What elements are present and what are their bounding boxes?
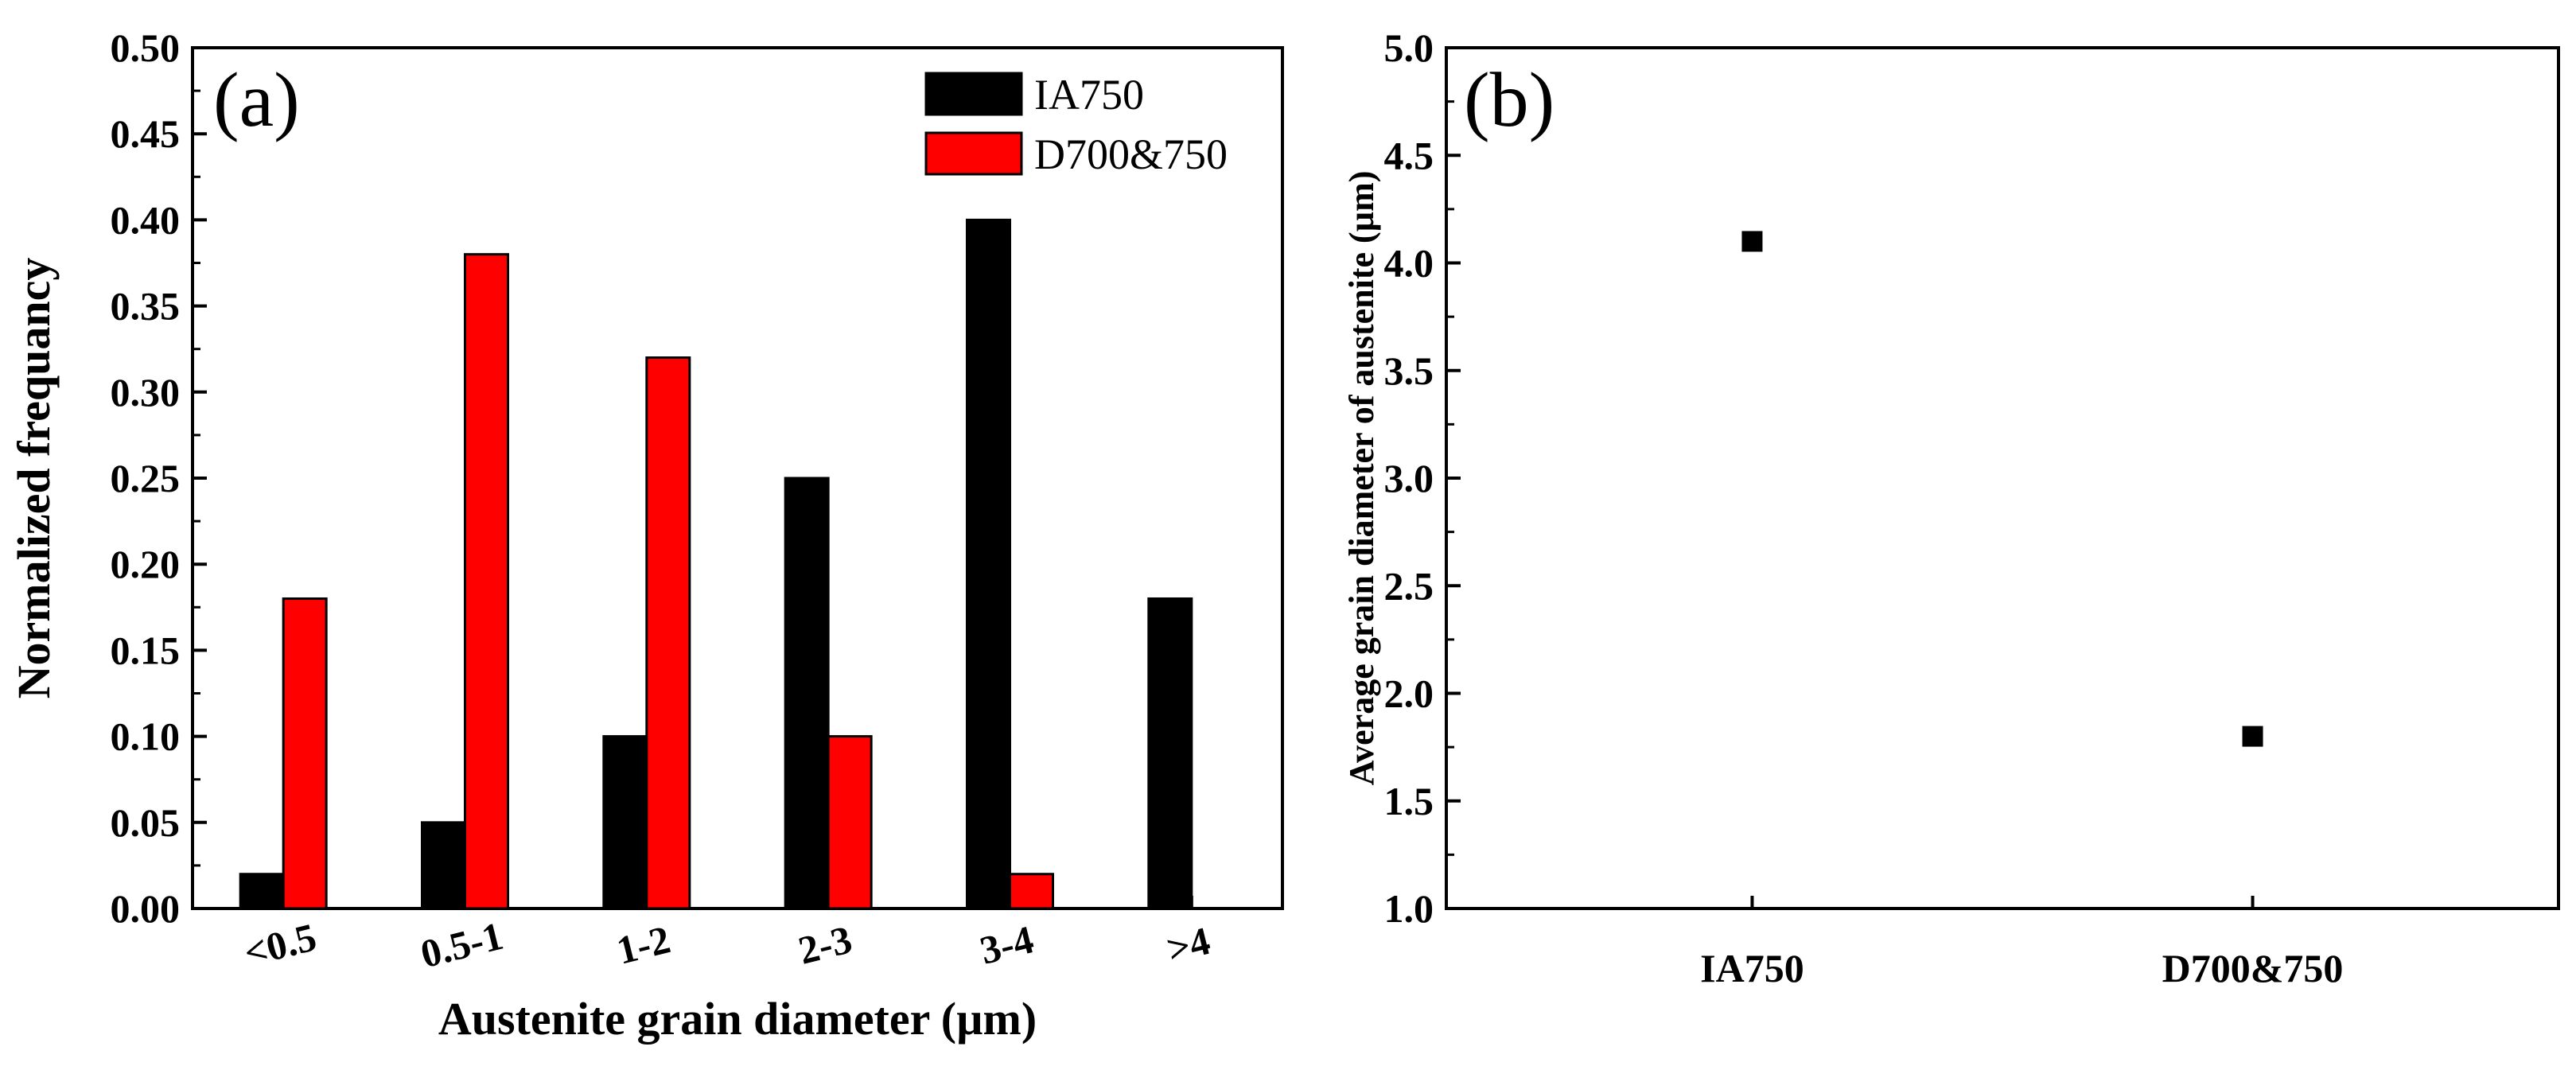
x-tick-label-a: >4: [1162, 918, 1214, 971]
x-tick-label-a: 2-3: [794, 916, 856, 972]
y-tick-label-b: 3.5: [1384, 348, 1434, 393]
category-labels-a: <0.5 0.5-1 1-2 2-3 3-4 >4: [239, 913, 1214, 977]
panel-label-a: (a): [213, 57, 300, 143]
panel-a-bar-chart: 0.00 0.05 0.10 0.15 0.20 0.25 0.30 0.35 0.40 0.45…: [8, 25, 1284, 1045]
x-tick-label-a: 0.5-1: [416, 913, 508, 977]
y-tick-label-a: 0.25: [111, 456, 181, 500]
y-axis-title-b: Average grain diameter of austenite (µm): [1342, 171, 1381, 786]
y-tick-label-b: 1.5: [1384, 779, 1434, 823]
y-tick-label-a: 0.30: [111, 370, 181, 414]
bar-d700-750: [464, 253, 509, 910]
points-b: [1741, 231, 2263, 747]
bar-d700-750: [827, 735, 873, 910]
x-axis-title-a: Austenite grain diameter (µm): [438, 993, 1037, 1045]
y-tick-label-a: 0.50: [111, 25, 181, 70]
bar-d700-750: [645, 356, 691, 910]
legend-label-ia750: IA750: [1034, 71, 1144, 119]
bar-ia750: [421, 821, 466, 910]
y-tick-label-b: 4.0: [1384, 241, 1434, 286]
y-axis-ticks-a: 0.00 0.05 0.10 0.15 0.20 0.25 0.30 0.35 0.40 0.45…: [111, 25, 207, 931]
y-tick-label-a: 0.05: [111, 800, 181, 845]
y-tick-label-a: 0.15: [111, 628, 181, 672]
y-axis-ticks-b: 1.0 1.5 2.0 2.5 3.0 3.5 4.0 4.5 5.0: [1384, 25, 1461, 931]
scatter-point-d700-750: [2242, 726, 2263, 747]
y-axis-title-a: Normalized frequancy: [8, 258, 60, 699]
y-tick-label-b: 3.0: [1384, 456, 1434, 500]
legend-a: IA750 D700&750: [924, 71, 1228, 178]
y-tick-label-b: 4.5: [1384, 133, 1434, 177]
category-labels-b: IA750 D700&750: [1700, 946, 2343, 990]
legend-label-d700-750: D700&750: [1034, 130, 1228, 178]
bar-ia750: [966, 218, 1011, 910]
panel-label-b: (b): [1464, 57, 1555, 143]
y-tick-label-a: 0.00: [111, 886, 181, 931]
x-tick-label-a: 3-4: [975, 916, 1037, 972]
x-tick-label-a: 1-2: [613, 916, 675, 972]
bar-d700-750: [1009, 873, 1054, 910]
bar-ia750: [1147, 597, 1193, 910]
x-axis-ticks-b: [1750, 896, 2255, 909]
bar-d700-750: [282, 597, 328, 910]
legend-swatch-d700-750: [924, 131, 1023, 176]
bar-ia750: [602, 735, 648, 910]
plot-frame-b: [1445, 46, 2560, 910]
y-tick-label-b: 5.0: [1384, 25, 1434, 70]
legend-swatch-ia750: [924, 72, 1023, 116]
x-tick-label-b: IA750: [1700, 946, 1804, 990]
y-tick-label-a: 0.10: [111, 714, 181, 759]
x-axis-ticks-a: [282, 896, 1193, 909]
bar-ia750: [784, 477, 830, 910]
bar-ia750: [239, 873, 285, 910]
y-tick-label-a: 0.20: [111, 542, 181, 586]
bars-a: [239, 218, 1193, 910]
y-tick-label-b: 2.5: [1384, 563, 1434, 608]
y-tick-label-a: 0.45: [111, 111, 181, 156]
y-tick-label-b: 1.0: [1384, 886, 1434, 931]
scatter-point-ia750: [1741, 231, 1763, 252]
y-tick-label-a: 0.40: [111, 197, 181, 242]
x-tick-label-a: <0.5: [239, 914, 321, 975]
panel-b-scatter-chart: 1.0 1.5 2.0 2.5 3.0 3.5 4.0 4.5 5.0 IA750 D700&75…: [1342, 25, 2560, 990]
y-tick-label-a: 0.35: [111, 284, 181, 329]
x-tick-label-b: D700&750: [2162, 946, 2344, 990]
y-tick-label-b: 2.0: [1384, 671, 1434, 716]
